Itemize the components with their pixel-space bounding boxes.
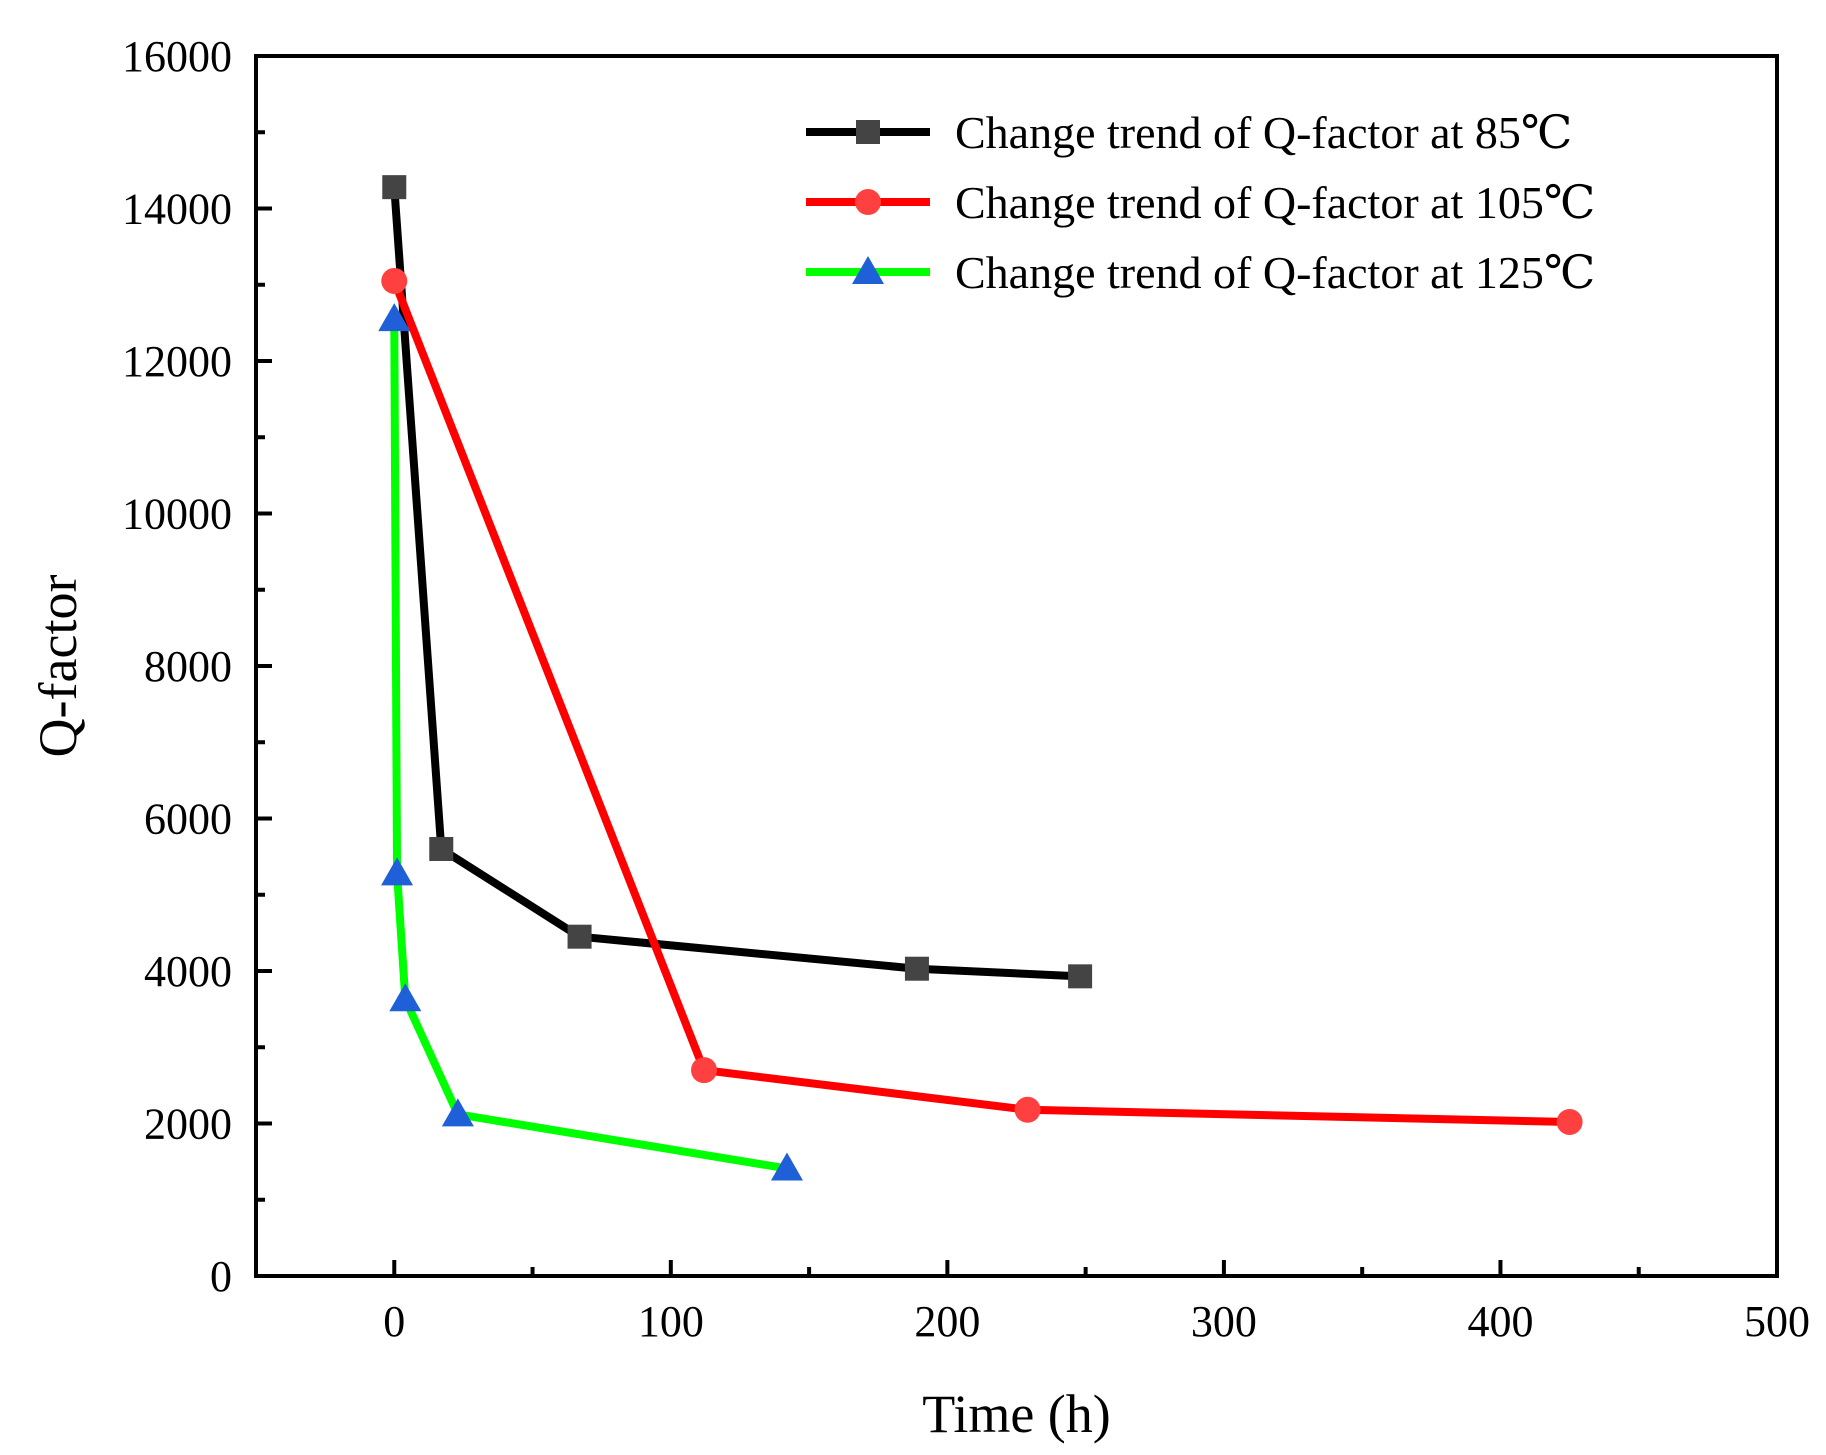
- series-3: [378, 303, 803, 1181]
- data-point: [441, 1098, 474, 1127]
- y-tick-label: 16000: [122, 32, 232, 81]
- data-point: [382, 175, 407, 200]
- y-axis-title: Q-factor: [28, 575, 88, 758]
- y-tick-label: 0: [210, 1252, 232, 1301]
- legend-marker: [852, 256, 884, 284]
- data-point: [567, 924, 592, 949]
- data-point: [904, 956, 929, 981]
- plot-frame: [254, 54, 1779, 1278]
- legend-label: Change trend of Q-factor at 85℃: [955, 107, 1572, 158]
- y-tick-label: 4000: [144, 947, 232, 996]
- legend-marker: [856, 120, 880, 144]
- x-tick-label: 200: [914, 1297, 980, 1346]
- series-line: [390, 319, 788, 1173]
- data-point: [691, 1057, 718, 1084]
- x-tick-label: 100: [638, 1297, 704, 1346]
- series-line: [390, 279, 1570, 1126]
- legend-item: Change trend of Q-factor at 105℃: [806, 177, 1595, 228]
- y-tick-label: 12000: [122, 337, 232, 386]
- data-point: [381, 267, 408, 294]
- data-point: [389, 983, 422, 1012]
- legend: Change trend of Q-factor at 85℃ Change tr…: [806, 107, 1595, 298]
- y-tick-label: 14000: [122, 185, 232, 234]
- data-point: [429, 837, 454, 861]
- legend-label: Change trend of Q-factor at 125℃: [955, 247, 1595, 298]
- data-point: [1068, 964, 1093, 989]
- x-tick-labels: 0 100 200 300 400 500: [383, 1297, 1810, 1346]
- series-layer: [378, 175, 1583, 1181]
- x-tick-label: 300: [1191, 1297, 1257, 1346]
- y-tick-label: 2000: [144, 1100, 232, 1149]
- series-2: [381, 267, 1583, 1135]
- series-1: [382, 175, 1093, 989]
- y-tick-label: 6000: [144, 795, 232, 844]
- x-tick-label: 500: [1744, 1297, 1810, 1346]
- major-ticks: [256, 54, 1779, 1278]
- y-tick-label: 10000: [122, 490, 232, 539]
- legend-marker: [855, 189, 881, 215]
- legend-item: Change trend of Q-factor at 125℃: [806, 247, 1595, 298]
- data-point: [1556, 1108, 1583, 1135]
- data-point: [378, 303, 411, 332]
- series-line: [390, 186, 1081, 981]
- x-tick-label: 400: [1467, 1297, 1533, 1346]
- y-tick-labels: 0 2000 4000 6000 8000 10000 12000 14000 16000: [122, 32, 232, 1301]
- legend-item: Change trend of Q-factor at 85℃: [806, 107, 1572, 158]
- data-point: [770, 1152, 803, 1181]
- x-tick-label: 0: [383, 1297, 405, 1346]
- data-point: [1014, 1096, 1041, 1123]
- minor-ticks: [254, 130, 1641, 1276]
- y-tick-label: 8000: [144, 642, 232, 691]
- data-point: [381, 857, 414, 886]
- x-axis-title: Time (h): [922, 1384, 1111, 1444]
- legend-label: Change trend of Q-factor at 105℃: [955, 177, 1595, 228]
